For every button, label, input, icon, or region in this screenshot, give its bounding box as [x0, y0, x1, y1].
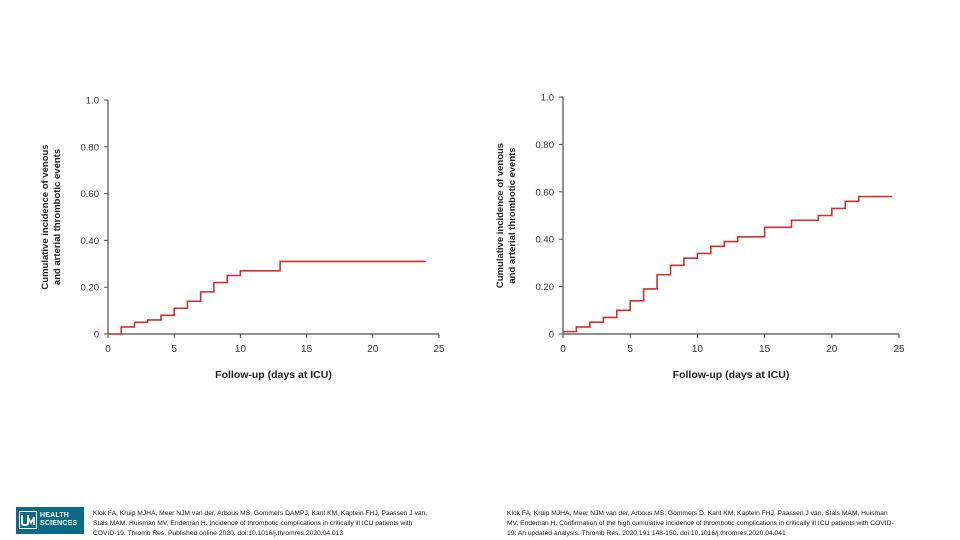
- y-tick-label: 0.60: [536, 187, 555, 198]
- citation-right: Klok FA, Kruip MJHA, Meer NJM van der, A…: [507, 510, 894, 537]
- y-tick-label: 0.60: [81, 189, 100, 200]
- x-tick-label: 10: [692, 344, 704, 355]
- logo-line1: HEALTH: [40, 512, 70, 519]
- y-tick-label: 1.0: [86, 96, 99, 107]
- x-axis-label: Follow-up (days at ICU): [215, 369, 332, 381]
- y-tick-label: 0.40: [536, 235, 555, 246]
- series-step-line: [108, 260, 426, 335]
- y-axis-label-line: and arterial thrombotic events: [507, 147, 518, 283]
- x-tick-label: 15: [301, 344, 313, 355]
- x-tick-label: 20: [826, 344, 838, 355]
- institution-logo: HEALTH SCIENCES: [16, 507, 84, 534]
- charts-canvas: 0 0.20 0.40 0.60 0.80 1.0 0 5 10 15 20 25 Follow-up …: [40, 93, 905, 382]
- logo-text: HEALTH SCIENCES: [40, 512, 77, 528]
- x-axis-label: Follow-up (days at ICU): [673, 369, 790, 381]
- y-tick-label: 0: [549, 330, 554, 341]
- x-tick-label: 25: [433, 344, 445, 355]
- footer: [0, 500, 960, 540]
- y-tick-label: 0.20: [536, 282, 555, 293]
- x-tick-label: 0: [560, 344, 566, 355]
- x-tick-label: 5: [627, 344, 633, 355]
- chart-right: 0 0.20 0.40 0.60 0.80 1.0 0 5 10 15 20 25 Follow-up …: [495, 93, 905, 382]
- series-step-line: [563, 195, 893, 333]
- logo-line2: SCIENCES: [40, 520, 78, 527]
- citation-left: Klok FA, Kruip MJHA, Meer NJM van der, A…: [93, 510, 428, 537]
- x-tick-label: 15: [759, 344, 771, 355]
- y-axis-label-line: Cumulative incidence of venous: [495, 143, 506, 288]
- x-tick-label: 5: [171, 344, 177, 355]
- x-tick-label: 25: [893, 344, 905, 355]
- y-tick-label: 0.80: [536, 140, 555, 151]
- y-tick-label: 0.20: [81, 283, 100, 294]
- x-tick-label: 10: [235, 344, 247, 355]
- y-tick-label: 0: [94, 330, 99, 341]
- y-tick-label: 1.0: [541, 93, 554, 104]
- x-tick-label: 20: [367, 344, 379, 355]
- y-tick-label: 0.80: [81, 142, 100, 153]
- unm-logo-icon: [19, 511, 37, 529]
- chart-left: 0 0.20 0.40 0.60 0.80 1.0 0 5 10 15 20 25 Follow-up …: [40, 96, 445, 382]
- y-axis-label-line: Cumulative incidence of venous: [40, 144, 51, 289]
- y-tick-label: 0.40: [81, 236, 100, 247]
- y-axis-label-line: and arterial thrombotic events: [52, 149, 63, 285]
- x-tick-label: 0: [105, 344, 111, 355]
